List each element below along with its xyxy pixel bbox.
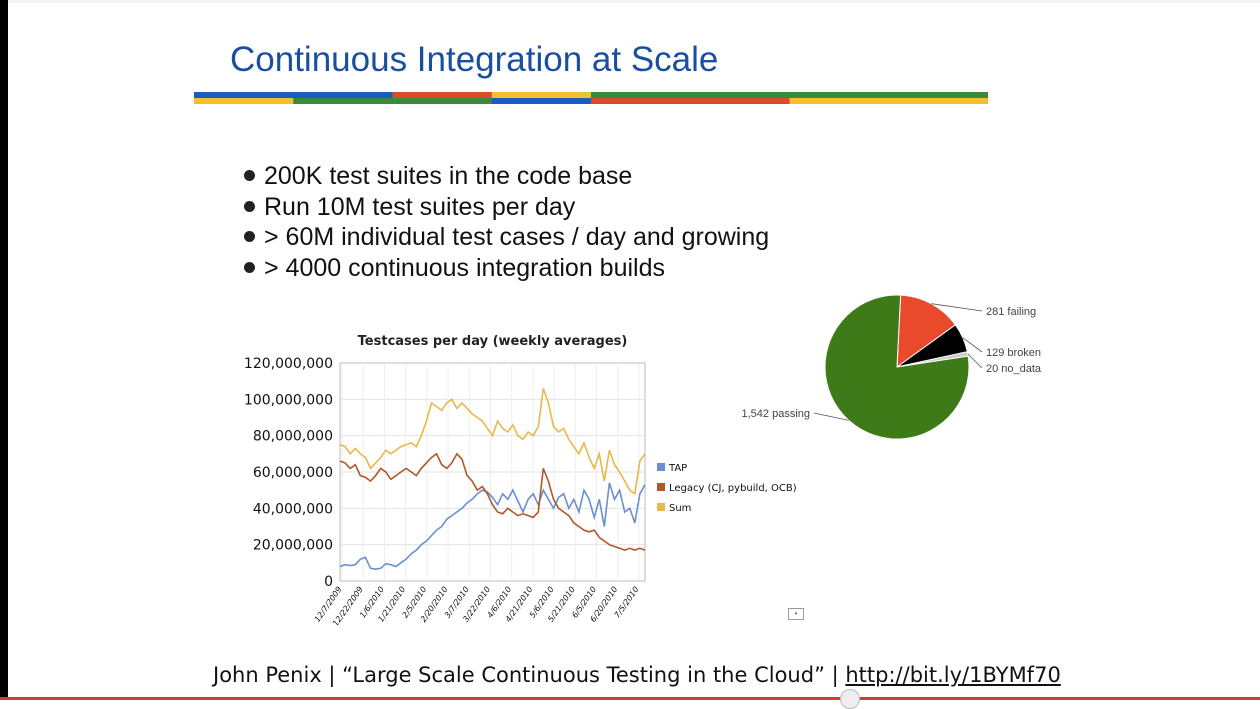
- stripe-segment: [789, 98, 890, 104]
- stripe-segment: [491, 92, 592, 98]
- slide-footer: John Penix | “Large Scale Continuous Tes…: [213, 663, 1061, 687]
- stripe-segment: [293, 92, 393, 98]
- stripe-segment: [690, 98, 790, 104]
- bullet-item: > 4000 continuous integration builds: [244, 253, 769, 284]
- pie-leader-line: [967, 353, 983, 369]
- pie-slice-label: 1,542 passing: [742, 408, 811, 420]
- footer-link[interactable]: http://bit.ly/1BYMf70: [845, 663, 1061, 687]
- y-tick-label: 20,000,000: [253, 538, 333, 554]
- stripe-segment: [591, 98, 691, 104]
- footer-citation: John Penix | “Large Scale Continuous Tes…: [213, 663, 846, 687]
- stripe-segment: [690, 92, 790, 98]
- y-tick-label: 120,000,000: [244, 356, 333, 372]
- pie-leader-line: [962, 337, 983, 353]
- stripe-segment: [491, 98, 592, 104]
- stripe-segment: [293, 98, 393, 104]
- window-left-edge: [0, 0, 8, 700]
- pie-leader-line: [931, 303, 983, 312]
- legend-label: TAP: [668, 463, 687, 474]
- pie-slice-label: 129 broken: [986, 347, 1041, 359]
- stripe-segment: [392, 98, 493, 104]
- stripe-segment: [591, 92, 691, 98]
- testcases-line-chart: Testcases per day (weekly averages) 0 20,0…: [244, 334, 797, 625]
- pie-slice-label: 281 failing: [986, 306, 1036, 318]
- legend-label: Legacy (CJ, pybuild, OCB): [669, 483, 797, 494]
- pie-slice: [824, 294, 970, 440]
- stripe-segment: [888, 98, 988, 104]
- window-top-edge: [8, 0, 1260, 3]
- pie-leader-line: [813, 412, 849, 421]
- bullet-dot-icon: [244, 261, 255, 273]
- stripe-segment: [194, 98, 294, 104]
- bullet-item: > 60M individual test cases / day and gr…: [244, 222, 769, 253]
- bullet-list: 200K test suites in the code base Run 10…: [244, 161, 769, 283]
- series-line: [339, 482, 646, 571]
- pie-slice-label: 20 no_data: [986, 363, 1042, 375]
- legend-swatch: [657, 463, 665, 471]
- bullet-dot-icon: [244, 231, 255, 242]
- video-scrubber-handle[interactable]: [840, 689, 860, 709]
- stripe-segment: [194, 92, 294, 98]
- chart-title: Testcases per day (weekly averages): [358, 334, 628, 349]
- slide-title: Continuous Integration at Scale: [230, 40, 719, 79]
- series-line: [339, 452, 646, 551]
- y-tick-label: 80,000,000: [253, 429, 333, 445]
- legend-swatch: [657, 483, 665, 491]
- video-progress-bar[interactable]: [0, 697, 1260, 700]
- series-line: [339, 388, 646, 496]
- pie-slice: [896, 294, 957, 369]
- google-color-stripe: [194, 92, 988, 104]
- legend-label: Sum: [669, 503, 691, 514]
- y-tick-label: 100,000,000: [244, 392, 333, 408]
- y-tick-label: 40,000,000: [253, 501, 333, 517]
- stripe-segment: [392, 92, 493, 98]
- stripe-segment: [789, 92, 890, 98]
- bullet-dot-icon: [244, 200, 255, 212]
- stripe-segment: [888, 92, 988, 98]
- placeholder-icon: •: [788, 608, 804, 620]
- bullet-item: 200K test suites in the code base: [244, 161, 769, 192]
- y-tick-label: 0: [324, 574, 333, 590]
- legend-swatch: [657, 503, 665, 511]
- bullet-dot-icon: [244, 170, 255, 181]
- test-status-pie-chart: 281 failing 129 broken 20 no_data 1,542 pas…: [742, 294, 1042, 440]
- bullet-item: Run 10M test suites per day: [244, 192, 769, 223]
- y-tick-label: 60,000,000: [253, 465, 333, 481]
